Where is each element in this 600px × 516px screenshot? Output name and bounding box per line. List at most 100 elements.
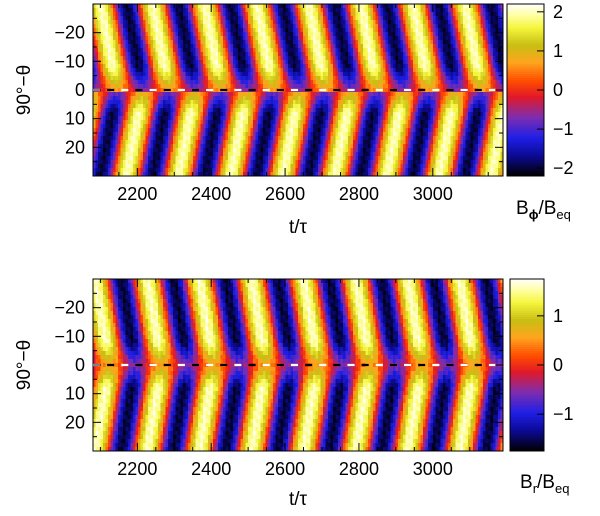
heatmap-cell: [420, 40, 424, 45]
heatmap-cell: [225, 100, 229, 105]
heatmap-cell: [115, 56, 119, 61]
heatmap-cell: [228, 84, 231, 89]
heatmap-cell: [110, 116, 114, 121]
heatmap-cell: [105, 112, 109, 117]
heatmap-cell: [468, 20, 471, 25]
heatmap-cell: [375, 96, 379, 101]
heatmap-cell: [98, 20, 101, 25]
heatmap-cell: [460, 100, 464, 105]
heatmap-cell: [145, 60, 149, 65]
heatmap-cell: [343, 8, 346, 13]
heatmap-cell: [98, 48, 101, 53]
heatmap-cell: [335, 28, 339, 33]
heatmap-cell: [225, 32, 229, 37]
heatmap-cell: [335, 84, 339, 89]
heatmap-cell: [473, 68, 476, 73]
heatmap-cell: [440, 120, 444, 125]
heatmap-cell: [403, 72, 406, 77]
heatmap-cell: [143, 56, 146, 61]
heatmap-cell: [288, 92, 291, 97]
heatmap-cell: [375, 56, 379, 61]
heatmap-cell: [348, 32, 351, 37]
heatmap-cell: [295, 96, 299, 101]
heatmap-cell: [270, 4, 274, 9]
heatmap-cell: [320, 56, 324, 61]
heatmap-cell: [263, 68, 266, 73]
heatmap-cell: [190, 44, 194, 49]
heatmap-cell: [360, 84, 364, 89]
heatmap-cell: [468, 80, 471, 85]
heatmap-cell: [460, 56, 464, 61]
heatmap-cell: [450, 68, 454, 73]
heatmap-cell: [260, 4, 264, 9]
heatmap-cell: [125, 116, 129, 121]
heatmap-cell: [265, 44, 269, 49]
heatmap-cell: [190, 4, 194, 9]
heatmap-cell: [335, 80, 339, 85]
heatmap-cell: [433, 92, 436, 97]
heatmap-cell: [278, 32, 281, 37]
heatmap-cell: [335, 44, 339, 49]
heatmap-cell: [118, 64, 121, 69]
heatmap-cell: [168, 96, 171, 101]
heatmap-cell: [343, 64, 346, 69]
heatmap-cell: [443, 60, 446, 65]
heatmap-cell: [230, 28, 234, 33]
heatmap-cell: [180, 20, 184, 25]
heatmap-cell: [210, 92, 214, 97]
heatmap-cell: [213, 48, 216, 53]
heatmap-cell: [208, 92, 211, 97]
heatmap-cell: [178, 92, 181, 97]
heatmap-cell: [175, 4, 179, 9]
heatmap-cell: [185, 32, 189, 37]
heatmap-cell: [115, 84, 119, 89]
heatmap-cell: [100, 12, 104, 17]
heatmap-cell: [373, 120, 376, 125]
heatmap-cell: [373, 96, 376, 101]
heatmap-cell: [415, 108, 419, 113]
heatmap-cell: [285, 8, 289, 13]
heatmap-cell: [385, 44, 389, 49]
heatmap-cell: [345, 64, 349, 69]
heatmap-cell: [358, 64, 361, 69]
heatmap-cell: [323, 108, 326, 113]
heatmap-cell: [185, 8, 189, 13]
heatmap-cell: [265, 96, 269, 101]
heatmap-cell: [145, 112, 149, 117]
heatmap-cell: [193, 112, 196, 117]
heatmap-cell: [260, 68, 264, 73]
heatmap-cell: [395, 48, 399, 53]
heatmap-cell: [123, 72, 126, 77]
heatmap-cell: [268, 60, 271, 65]
heatmap-cell: [243, 48, 246, 53]
heatmap-cell: [420, 76, 424, 81]
heatmap-cell: [135, 80, 139, 85]
heatmap-cell: [285, 28, 289, 33]
heatmap-cell: [385, 96, 389, 101]
heatmap-cell: [430, 44, 434, 49]
heatmap-cell: [155, 72, 159, 77]
heatmap-cell: [283, 56, 286, 61]
heatmap-cell: [483, 112, 486, 117]
heatmap-cell: [428, 84, 431, 89]
heatmap-cell: [230, 68, 234, 73]
heatmap-cell: [285, 48, 289, 53]
heatmap-cell: [395, 24, 399, 29]
heatmap-cell: [308, 40, 311, 45]
heatmap-cell: [458, 84, 461, 89]
heatmap-cell: [455, 28, 459, 33]
heatmap-cell: [210, 44, 214, 49]
heatmap-cell: [343, 112, 346, 117]
heatmap-cell: [498, 108, 501, 113]
heatmap-cell: [498, 36, 501, 41]
heatmap-cell: [415, 52, 419, 57]
heatmap-cell: [313, 56, 316, 61]
heatmap-cell: [228, 92, 231, 97]
heatmap-cell: [365, 24, 369, 29]
heatmap-cell: [163, 24, 166, 29]
heatmap-cell: [425, 60, 429, 65]
heatmap-cell: [240, 24, 244, 29]
heatmap-cell: [470, 72, 474, 77]
heatmap-cell: [248, 80, 251, 85]
heatmap-cell: [398, 52, 401, 57]
